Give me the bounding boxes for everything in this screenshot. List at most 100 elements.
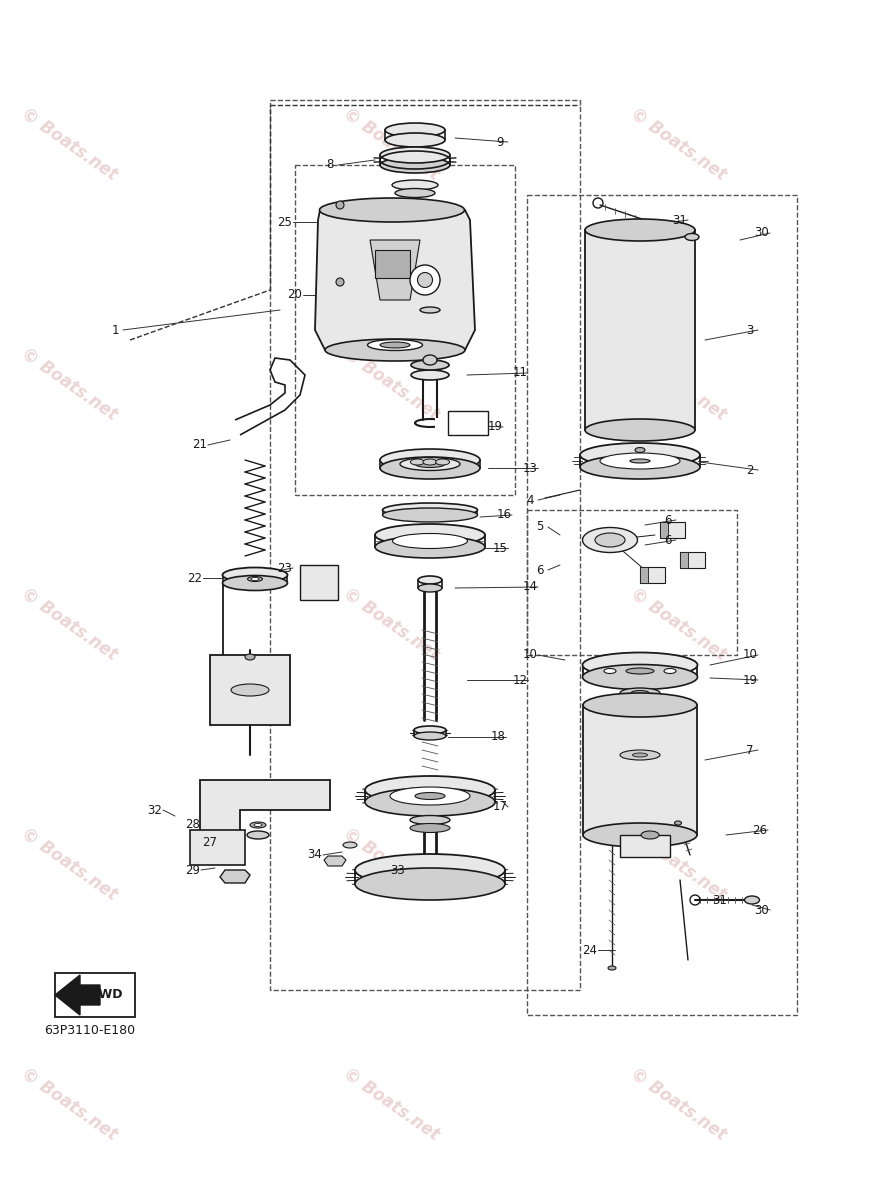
Ellipse shape [385, 133, 445, 146]
Ellipse shape [583, 823, 697, 847]
Bar [680, 552, 705, 568]
Text: 10: 10 [522, 648, 537, 661]
Polygon shape [200, 780, 330, 860]
Ellipse shape [395, 188, 435, 198]
Text: 31: 31 [713, 894, 727, 906]
Text: © Boats.net: © Boats.net [18, 584, 121, 664]
Ellipse shape [583, 692, 697, 716]
Text: 16: 16 [496, 509, 512, 522]
Bar [210, 655, 290, 725]
Ellipse shape [604, 668, 616, 673]
Bar [190, 830, 245, 865]
Bar [295, 164, 515, 494]
Text: © Boats.net: © Boats.net [18, 1064, 121, 1144]
Ellipse shape [251, 577, 259, 581]
Ellipse shape [222, 568, 288, 582]
Text: 30: 30 [754, 227, 769, 240]
Bar [640, 566, 665, 583]
Bar [270, 100, 580, 990]
Text: © Boats.net: © Boats.net [627, 344, 729, 424]
Polygon shape [220, 870, 250, 883]
Ellipse shape [375, 536, 485, 558]
Text: 11: 11 [513, 366, 527, 379]
Ellipse shape [380, 457, 480, 479]
Ellipse shape [417, 272, 433, 288]
Text: © Boats.net: © Boats.net [340, 824, 442, 904]
Ellipse shape [375, 524, 485, 546]
Ellipse shape [423, 355, 437, 365]
Bar [527, 194, 797, 1015]
Bar [583, 704, 697, 835]
Ellipse shape [410, 816, 450, 824]
Ellipse shape [380, 157, 450, 173]
Ellipse shape [225, 871, 245, 878]
Ellipse shape [320, 198, 465, 222]
Text: 20: 20 [288, 288, 302, 301]
Bar [448, 410, 488, 434]
Text: 27: 27 [202, 835, 217, 848]
Ellipse shape [585, 218, 695, 241]
Text: 22: 22 [188, 571, 202, 584]
Ellipse shape [410, 458, 424, 464]
Text: © Boats.net: © Boats.net [627, 1064, 729, 1144]
Ellipse shape [245, 654, 255, 660]
Text: 23: 23 [277, 562, 293, 575]
Ellipse shape [414, 726, 446, 734]
Text: © Boats.net: © Boats.net [340, 1064, 442, 1144]
Bar [55, 973, 135, 1018]
Polygon shape [324, 856, 346, 866]
Ellipse shape [641, 830, 659, 839]
Ellipse shape [411, 370, 449, 380]
Ellipse shape [222, 576, 288, 590]
Ellipse shape [325, 338, 465, 361]
Text: 26: 26 [753, 823, 767, 836]
Ellipse shape [329, 858, 341, 863]
Ellipse shape [393, 534, 468, 548]
Text: 24: 24 [582, 943, 598, 956]
Text: © Boats.net: © Boats.net [340, 344, 442, 424]
Ellipse shape [635, 448, 645, 452]
Ellipse shape [411, 360, 449, 370]
Ellipse shape [382, 508, 477, 522]
Ellipse shape [634, 668, 646, 673]
Text: © Boats.net: © Boats.net [18, 104, 121, 184]
Text: 19: 19 [488, 420, 502, 433]
Bar [660, 522, 685, 538]
Ellipse shape [380, 449, 480, 470]
Ellipse shape [582, 528, 638, 552]
Ellipse shape [400, 457, 460, 470]
Ellipse shape [385, 122, 445, 137]
Text: 6: 6 [536, 564, 544, 576]
Bar [435, 418, 455, 428]
Ellipse shape [582, 665, 698, 690]
Text: 32: 32 [148, 804, 163, 816]
Ellipse shape [582, 653, 698, 678]
Text: © Boats.net: © Boats.net [627, 584, 729, 664]
Text: 13: 13 [522, 462, 537, 474]
Text: 1: 1 [111, 324, 119, 336]
Text: 30: 30 [754, 904, 769, 917]
Text: 6: 6 [664, 534, 672, 546]
Text: 6: 6 [664, 514, 672, 527]
Ellipse shape [580, 455, 700, 479]
Bar [527, 510, 737, 655]
Ellipse shape [415, 461, 445, 468]
Bar [640, 566, 648, 583]
Bar [660, 522, 668, 538]
Ellipse shape [626, 668, 654, 674]
Bar [375, 250, 410, 278]
Text: 28: 28 [186, 818, 201, 832]
Text: 25: 25 [277, 216, 293, 228]
Ellipse shape [664, 668, 676, 673]
Ellipse shape [410, 823, 450, 833]
Text: © Boats.net: © Boats.net [340, 584, 442, 664]
Ellipse shape [247, 830, 269, 839]
Ellipse shape [580, 443, 700, 467]
Ellipse shape [380, 146, 450, 163]
Polygon shape [370, 240, 420, 300]
Text: 10: 10 [743, 648, 758, 661]
Ellipse shape [250, 822, 266, 828]
Ellipse shape [631, 690, 649, 696]
Text: 3: 3 [746, 324, 753, 336]
Ellipse shape [336, 200, 344, 209]
